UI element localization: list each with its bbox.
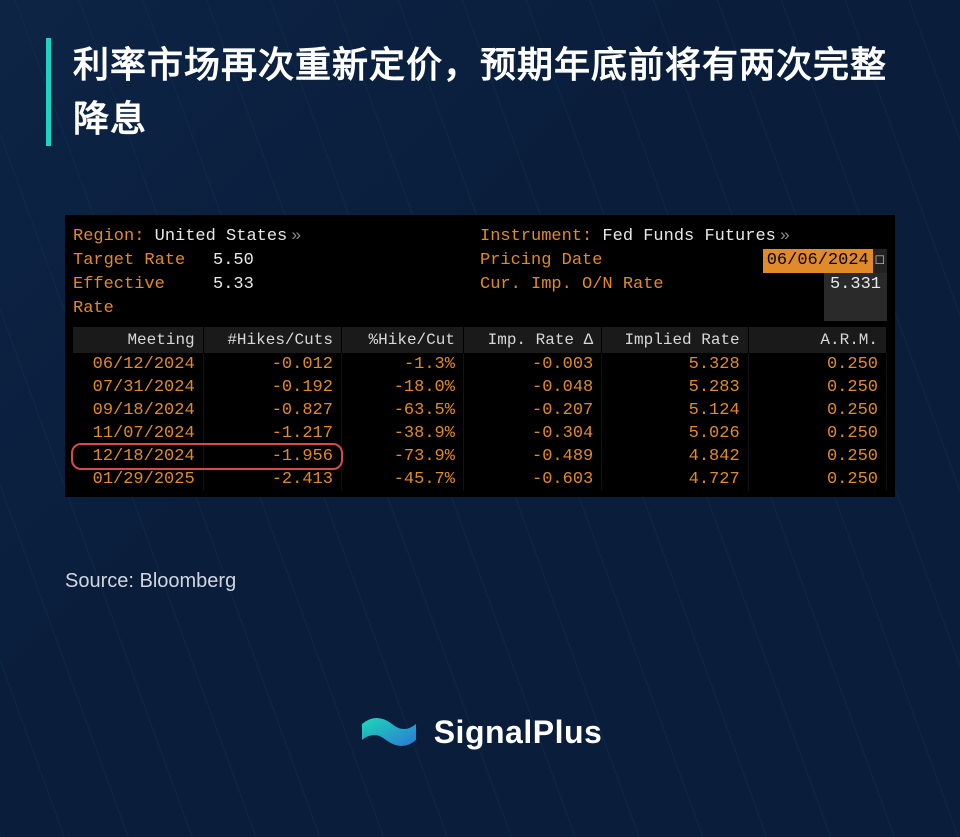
cell-pct: -45.7% xyxy=(341,468,463,491)
cell-pct: -1.3% xyxy=(341,353,463,376)
pricing-date-value[interactable]: 06/06/2024 xyxy=(763,249,873,273)
cell-arm: 0.250 xyxy=(748,353,886,376)
cell-impl: 5.283 xyxy=(602,376,748,399)
cell-arm: 0.250 xyxy=(748,399,886,422)
pricing-date-label: Pricing Date xyxy=(480,249,763,273)
cell-meeting: 01/29/2025 xyxy=(73,468,203,491)
instrument-label: Instrument: xyxy=(480,225,592,249)
cell-impl: 4.727 xyxy=(602,468,748,491)
cell-delta: -0.003 xyxy=(463,353,601,376)
cell-delta: -0.603 xyxy=(463,468,601,491)
instrument-value: Fed Funds Futures xyxy=(602,225,775,249)
rates-table: Meeting #Hikes/Cuts %Hike/Cut Imp. Rate … xyxy=(73,327,887,491)
cell-delta: -0.304 xyxy=(463,422,601,445)
cell-hikes: -2.413 xyxy=(203,468,341,491)
cell-meeting: 11/07/2024 xyxy=(73,422,203,445)
terminal-header-row-3: Effective Rate 5.33 Cur. Imp. O/N Rate 5… xyxy=(73,273,887,321)
cell-pct: -18.0% xyxy=(341,376,463,399)
cell-arm: 0.250 xyxy=(748,445,886,468)
title-block: 利率市场再次重新定价，预期年底前将有两次完整降息 xyxy=(46,38,906,146)
cell-hikes: -1.217 xyxy=(203,422,341,445)
brand-logo: SignalPlus xyxy=(0,710,960,754)
bloomberg-terminal-panel: Region: United States » Instrument: Fed … xyxy=(65,215,895,497)
cell-delta: -0.207 xyxy=(463,399,601,422)
terminal-header-row-1: Region: United States » Instrument: Fed … xyxy=(73,225,887,249)
region-label: Region: xyxy=(73,225,144,249)
cell-impl: 5.026 xyxy=(602,422,748,445)
effective-rate-value: 5.33 xyxy=(213,273,294,321)
cell-impl: 5.124 xyxy=(602,399,748,422)
target-rate-label: Target Rate xyxy=(73,249,213,273)
cell-hikes: -0.012 xyxy=(203,353,341,376)
col-delta: Imp. Rate Δ xyxy=(463,327,601,353)
cell-meeting: 07/31/2024 xyxy=(73,376,203,399)
cell-pct: -73.9% xyxy=(341,445,463,468)
table-row: 12/18/2024-1.956-73.9%-0.4894.8420.250 xyxy=(73,445,887,468)
col-arm: A.R.M. xyxy=(748,327,886,353)
col-pct: %Hike/Cut xyxy=(341,327,463,353)
signalplus-icon xyxy=(358,710,420,754)
table-row: 06/12/2024-0.012-1.3%-0.0035.3280.250 xyxy=(73,353,887,376)
table-row: 01/29/2025-2.413-45.7%-0.6034.7270.250 xyxy=(73,468,887,491)
table-row: 11/07/2024-1.217-38.9%-0.3045.0260.250 xyxy=(73,422,887,445)
cell-impl: 5.328 xyxy=(602,353,748,376)
cell-delta: -0.048 xyxy=(463,376,601,399)
cell-meeting: 12/18/2024 xyxy=(73,445,203,468)
table-row: 09/18/2024-0.827-63.5%-0.2075.1240.250 xyxy=(73,399,887,422)
col-meeting: Meeting xyxy=(73,327,203,353)
cell-impl: 4.842 xyxy=(602,445,748,468)
cell-hikes: -0.827 xyxy=(203,399,341,422)
col-hikes: #Hikes/Cuts xyxy=(203,327,341,353)
cell-arm: 0.250 xyxy=(748,422,886,445)
cell-hikes: -1.956 xyxy=(203,445,341,468)
page-title: 利率市场再次重新定价，预期年底前将有两次完整降息 xyxy=(73,38,906,146)
effective-rate-label: Effective Rate xyxy=(73,273,213,321)
table-body: 06/12/2024-0.012-1.3%-0.0035.3280.25007/… xyxy=(73,353,887,491)
brand-name: SignalPlus xyxy=(434,714,603,751)
region-value: United States xyxy=(155,225,288,249)
cell-hikes: -0.192 xyxy=(203,376,341,399)
cell-delta: -0.489 xyxy=(463,445,601,468)
cur-imp-rate-value: 5.331 xyxy=(824,273,887,321)
cell-arm: 0.250 xyxy=(748,468,886,491)
calendar-icon[interactable]: ☐ xyxy=(873,249,887,273)
table-row: 07/31/2024-0.192-18.0%-0.0485.2830.250 xyxy=(73,376,887,399)
cell-meeting: 09/18/2024 xyxy=(73,399,203,422)
cell-pct: -63.5% xyxy=(341,399,463,422)
cell-pct: -38.9% xyxy=(341,422,463,445)
terminal-header-row-2: Target Rate 5.50 Pricing Date 06/06/2024… xyxy=(73,249,887,273)
chevron-icon: » xyxy=(291,225,301,249)
cell-meeting: 06/12/2024 xyxy=(73,353,203,376)
source-caption: Source: Bloomberg xyxy=(65,570,236,593)
table-header: Meeting #Hikes/Cuts %Hike/Cut Imp. Rate … xyxy=(73,327,887,353)
cur-imp-rate-label: Cur. Imp. O/N Rate xyxy=(480,273,824,321)
col-implied: Implied Rate xyxy=(602,327,748,353)
target-rate-value: 5.50 xyxy=(213,249,294,273)
cell-arm: 0.250 xyxy=(748,376,886,399)
chevron-icon: » xyxy=(780,225,790,249)
